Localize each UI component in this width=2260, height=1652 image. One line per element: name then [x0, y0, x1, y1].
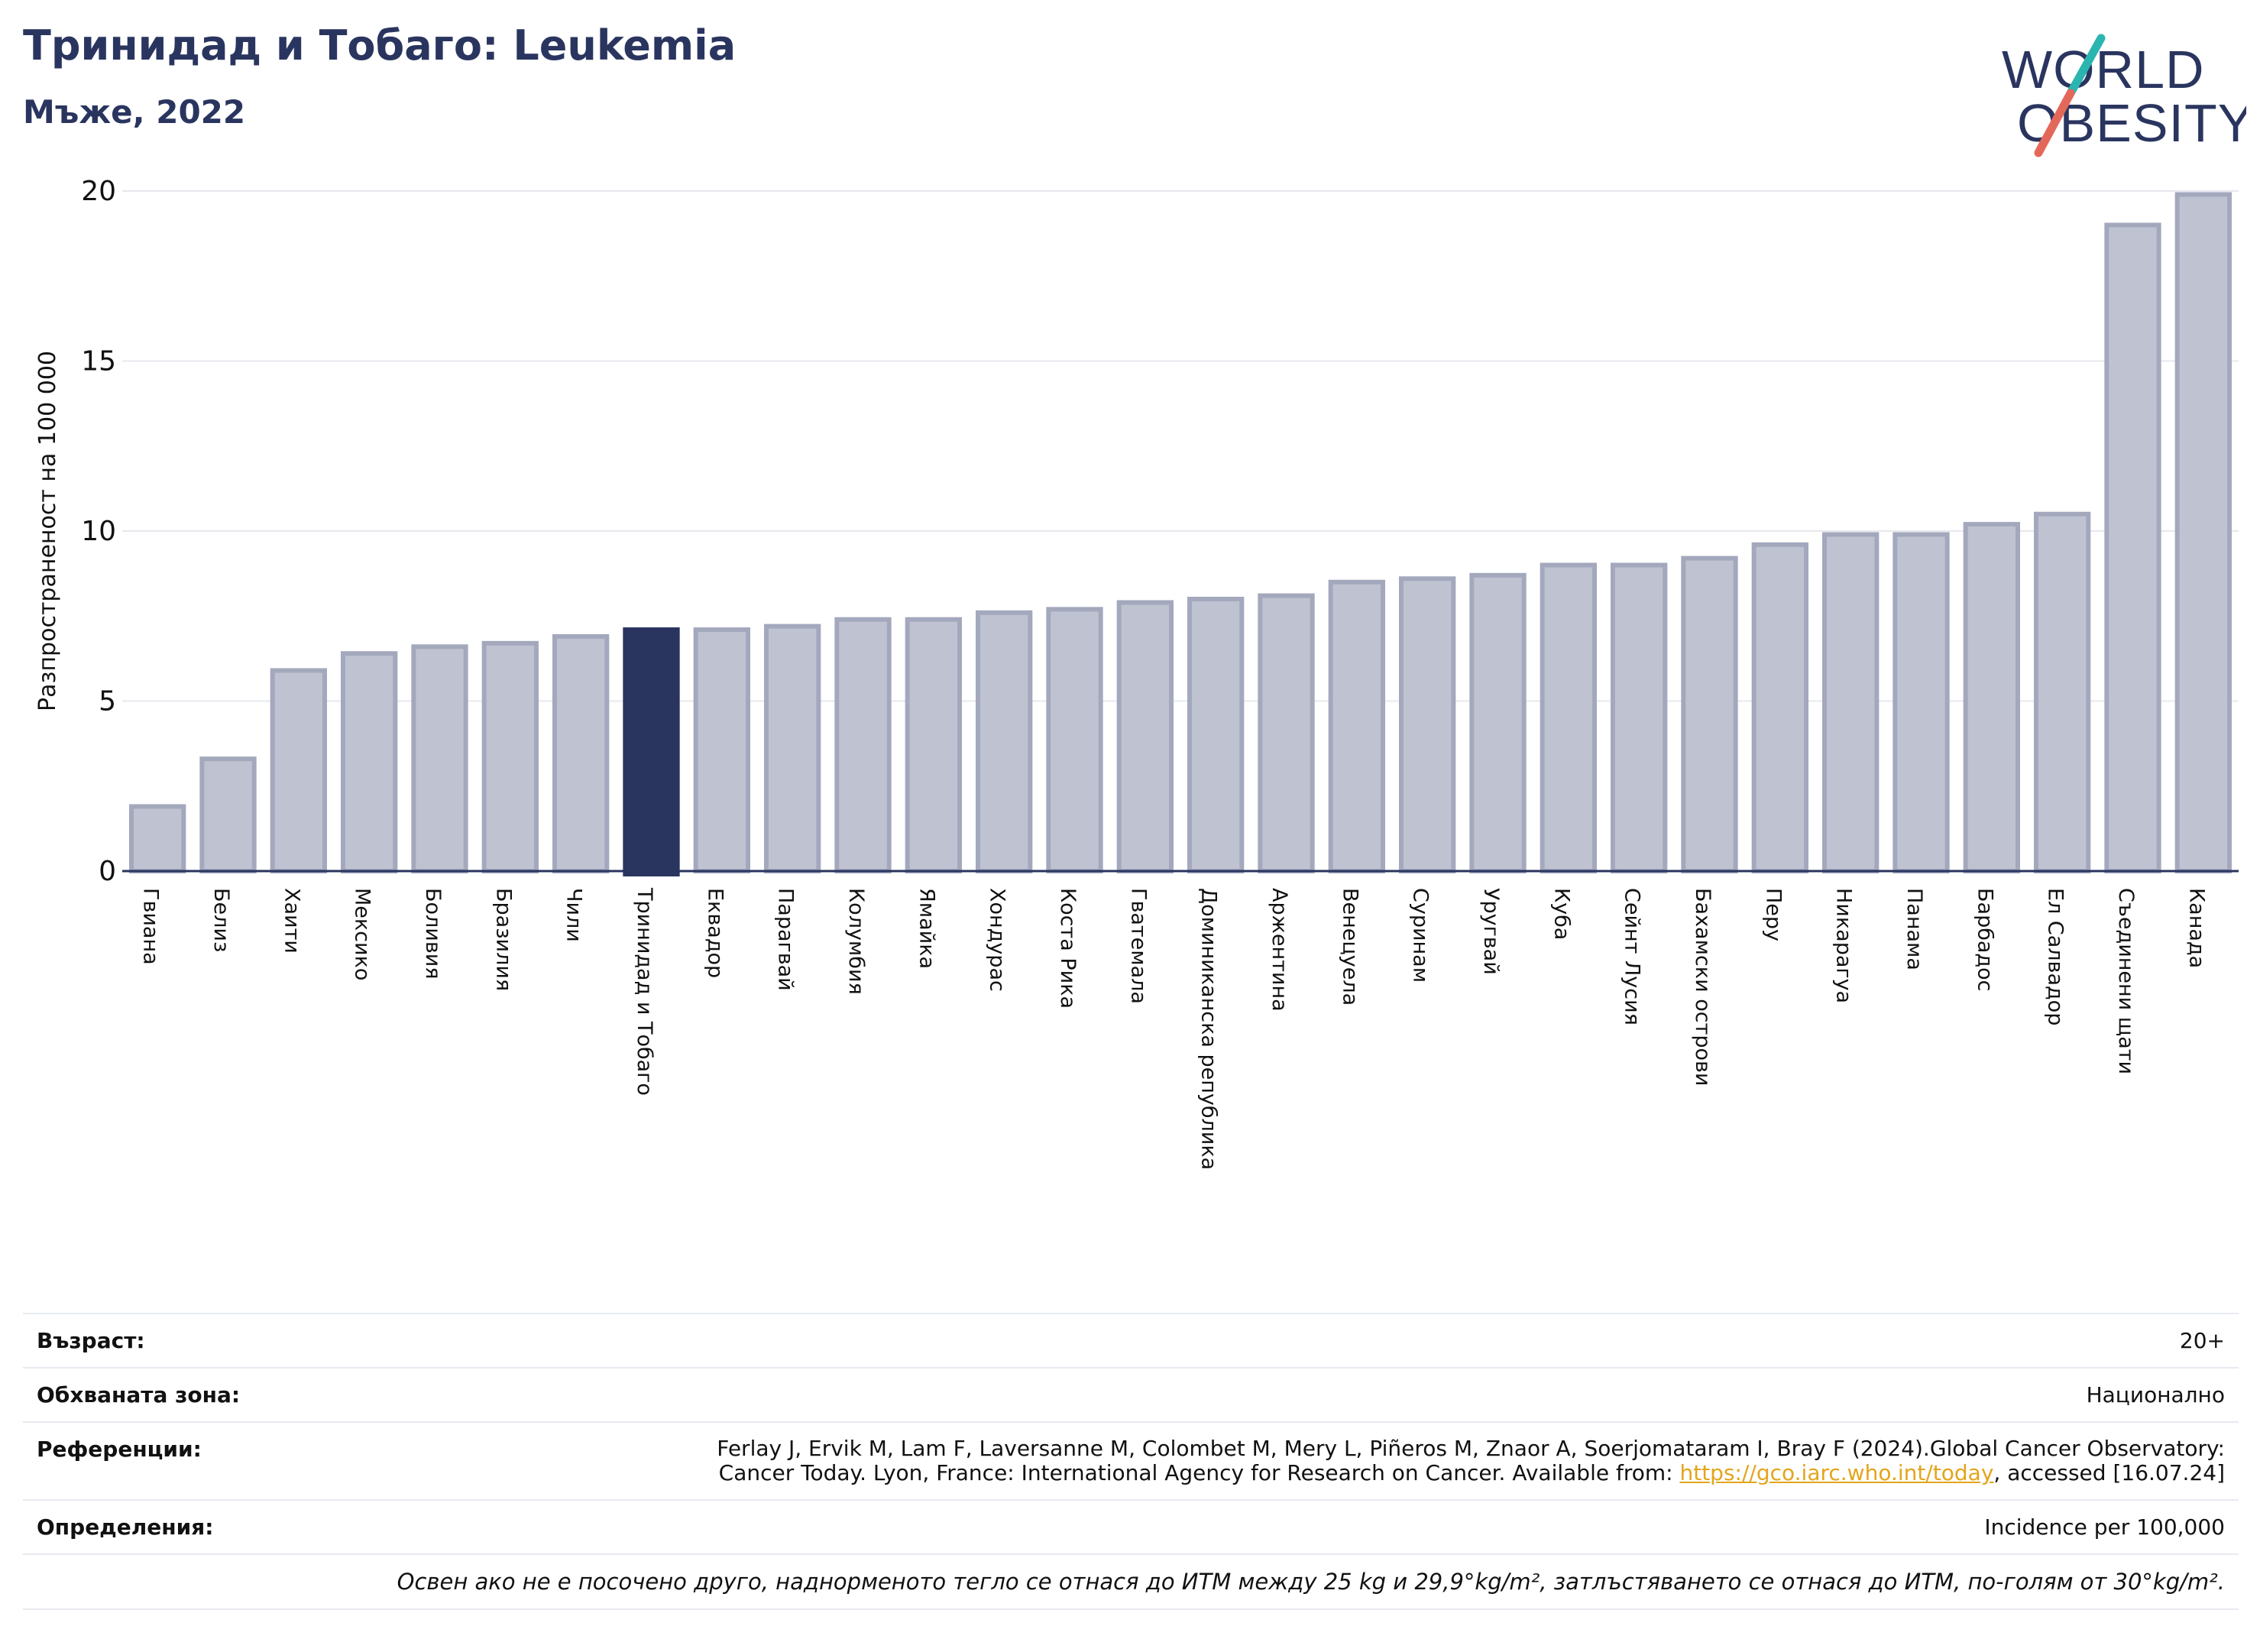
category-label: Съединени щати [2114, 888, 2138, 1074]
bar [129, 804, 186, 873]
category-label: Барбадос [1973, 888, 1996, 991]
bar [1681, 556, 1738, 873]
category-label: Сейнт Лусия [1621, 888, 1644, 1025]
bar [1963, 522, 2020, 873]
y-axis-label: Разпространеност на 100 000 [34, 351, 61, 711]
category-label: Колумбия [844, 888, 868, 995]
bar [2174, 192, 2232, 873]
bar [1116, 600, 1174, 873]
bar [1469, 572, 1527, 873]
references-line2-start: Cancer Today. Lyon, France: Internationa… [718, 1460, 1680, 1485]
category-label: Панама [1902, 888, 1926, 970]
category-label: Уругвай [1479, 888, 1503, 975]
references-link[interactable]: https://gco.iarc.who.int/today [1679, 1460, 1994, 1485]
bar [1258, 593, 1315, 873]
bar [2104, 222, 2161, 873]
category-label: Парагвай [774, 888, 798, 991]
info-row-area: Обхваната зона: Национално [23, 1367, 2239, 1421]
world-obesity-logo: WORLD OBESITY [2002, 34, 2246, 157]
category-label: Венецуела [1338, 888, 1362, 1006]
category-label: Еквадор [703, 888, 727, 978]
y-tick-label: 0 [99, 856, 116, 887]
y-tick-label: 10 [81, 516, 116, 547]
bars [129, 192, 2232, 876]
references-value: Ferlay J, Ervik M, Lam F, Laversanne M, … [717, 1437, 2225, 1485]
bar [199, 756, 257, 874]
bar [1046, 607, 1103, 873]
category-label: Тринидад и Тобаго [633, 887, 656, 1096]
category-label: Доминиканска република [1197, 888, 1221, 1170]
category-label: Мексико [351, 888, 374, 980]
age-value: 20+ [2179, 1328, 2225, 1353]
bar [1328, 579, 1385, 873]
category-label: Бразилия [491, 888, 515, 991]
bar [1540, 562, 1597, 873]
chart-title: Тринидад и Тобаго: Leukemia [23, 21, 737, 70]
category-label: Чили [562, 888, 586, 942]
category-label: Перу [1761, 888, 1785, 941]
references-line1: Ferlay J, Ervik M, Lam F, Laversanne M, … [717, 1436, 2225, 1461]
area-value: Национално [2086, 1382, 2225, 1407]
age-label: Възраст: [37, 1328, 145, 1353]
logo-line1: WORLD [2002, 40, 2205, 99]
bar [693, 627, 750, 873]
category-label: Коста Рика [1056, 888, 1080, 1009]
bar-highlighted [623, 627, 680, 876]
info-table: Възраст: 20+ Обхваната зона: Национално … [23, 1313, 2239, 1610]
bar [341, 651, 398, 873]
footnote: Освен ако не е посочено друго, наднормен… [397, 1569, 2225, 1595]
category-label: Никарагуа [1832, 888, 1856, 1003]
category-label: Суринам [1409, 888, 1433, 983]
bar [411, 644, 468, 873]
bar-chart: 0 5 10 15 20 Гвиана Белиз Хаити Мексико Боливия Б… [34, 176, 2239, 1170]
y-tick-labels: 0 5 10 15 20 [81, 176, 116, 887]
category-label: Канада [2184, 888, 2208, 968]
category-label: Аржентина [1268, 888, 1291, 1012]
bar [2034, 511, 2091, 873]
category-label: Боливия [421, 888, 445, 980]
category-label: Ямайка [915, 888, 938, 969]
category-label: Куба [1549, 888, 1573, 940]
references-label: Референции: [37, 1437, 202, 1462]
logo-slash-teal [2066, 34, 2106, 98]
bar [834, 617, 892, 873]
category-labels: Гвиана Белиз Хаити Мексико Боливия Бразилия Чи… [139, 887, 2209, 1170]
category-label: Ел Салвадор [2044, 888, 2067, 1025]
bar [905, 617, 962, 873]
bar [1822, 532, 1880, 873]
info-row-definitions: Определения: Incidence per 100,000 [23, 1499, 2239, 1553]
y-tick-label: 15 [81, 346, 116, 377]
bar [1187, 597, 1245, 873]
logo-slash-coral [2034, 89, 2075, 157]
info-row-note: Освен ако не е посочено друго, наднормен… [23, 1553, 2239, 1610]
definitions-label: Определения: [37, 1514, 214, 1540]
bar [976, 610, 1033, 873]
category-label: Гватемала [1126, 888, 1150, 1004]
y-tick-label: 5 [99, 686, 116, 717]
bar [1751, 542, 1808, 873]
info-row-references: Референции: Ferlay J, Ervik M, Lam F, La… [23, 1421, 2239, 1499]
category-label: Белиз [209, 888, 233, 952]
bar [552, 633, 610, 873]
definitions-value: Incidence per 100,000 [1984, 1514, 2225, 1540]
references-line2-end: , accessed [16.07.24] [1993, 1460, 2225, 1485]
y-tick-label: 20 [81, 176, 116, 207]
bar [1893, 532, 1950, 873]
category-label: Хондурас [986, 888, 1009, 992]
bar [481, 640, 539, 873]
bar [1611, 562, 1668, 873]
area-label: Обхваната зона: [37, 1382, 241, 1407]
info-row-age: Възраст: 20+ [23, 1313, 2239, 1367]
category-label: Бахамски острови [1691, 888, 1714, 1086]
bar [1399, 576, 1456, 873]
category-label: Хаити [280, 888, 303, 954]
chart-subtitle: Мъже, 2022 [23, 93, 246, 131]
bar [270, 668, 327, 873]
category-label: Гвиана [139, 888, 163, 965]
bar [764, 624, 821, 873]
